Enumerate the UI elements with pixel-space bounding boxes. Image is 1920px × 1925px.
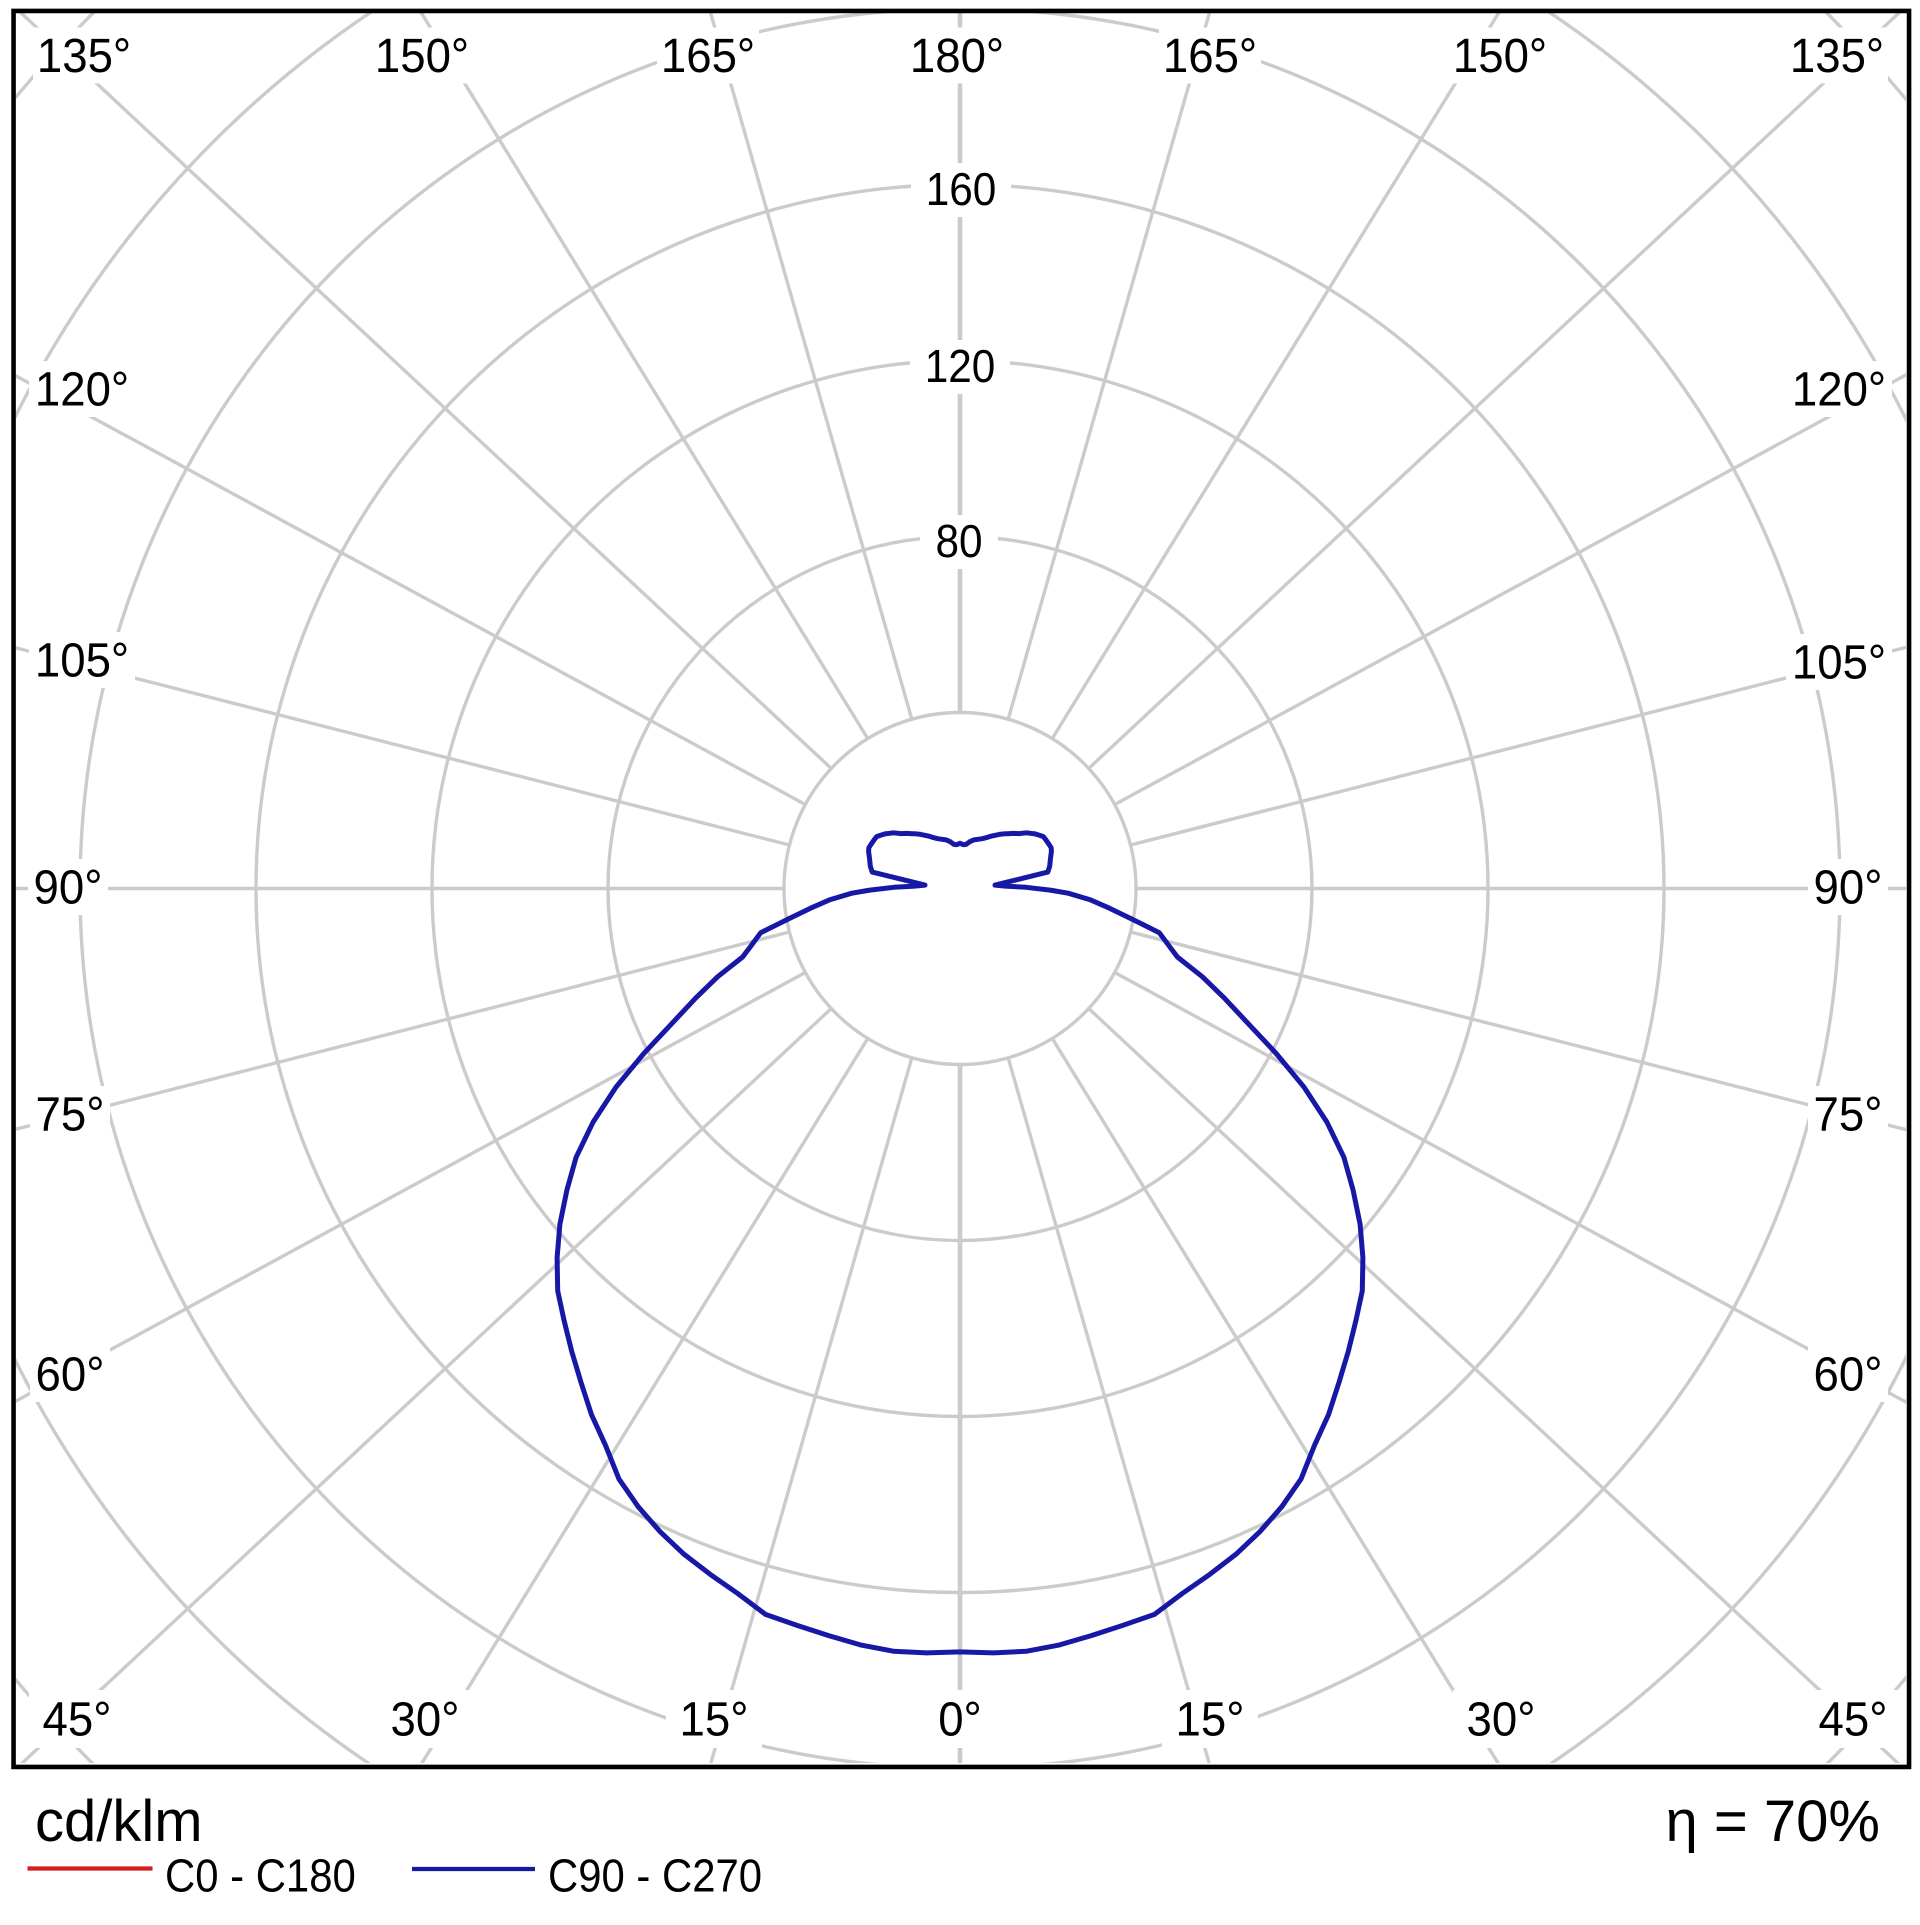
svg-text:150°: 150° [1453,29,1547,82]
svg-text:C90 - C270: C90 - C270 [548,1851,762,1902]
svg-text:165°: 165° [661,29,755,82]
svg-text:30°: 30° [391,1692,460,1745]
svg-text:η = 70%: η = 70% [1666,1789,1880,1854]
svg-text:180°: 180° [910,29,1004,82]
svg-text:105°: 105° [1792,635,1886,688]
svg-text:90°: 90° [1814,860,1883,913]
svg-text:15°: 15° [1176,1692,1245,1745]
svg-text:0°: 0° [938,1692,982,1745]
svg-text:150°: 150° [375,29,469,82]
svg-text:45°: 45° [1819,1692,1888,1745]
svg-text:60°: 60° [36,1347,105,1400]
svg-text:75°: 75° [36,1087,105,1140]
svg-text:120°: 120° [35,362,129,415]
svg-text:160: 160 [926,165,997,216]
svg-text:C0 - C180: C0 - C180 [165,1851,356,1902]
svg-text:45°: 45° [43,1692,112,1745]
svg-text:120°: 120° [1792,362,1886,415]
svg-text:135°: 135° [1790,29,1884,82]
svg-text:30°: 30° [1467,1692,1536,1745]
svg-text:15°: 15° [680,1692,749,1745]
svg-text:120: 120 [925,342,996,393]
svg-text:105°: 105° [35,633,129,686]
svg-text:cd/klm: cd/klm [35,1789,203,1854]
svg-text:60°: 60° [1814,1347,1883,1400]
svg-text:80: 80 [935,517,982,568]
svg-text:75°: 75° [1814,1087,1883,1140]
svg-text:165°: 165° [1163,29,1257,82]
svg-text:135°: 135° [37,29,131,82]
svg-text:90°: 90° [34,860,103,913]
